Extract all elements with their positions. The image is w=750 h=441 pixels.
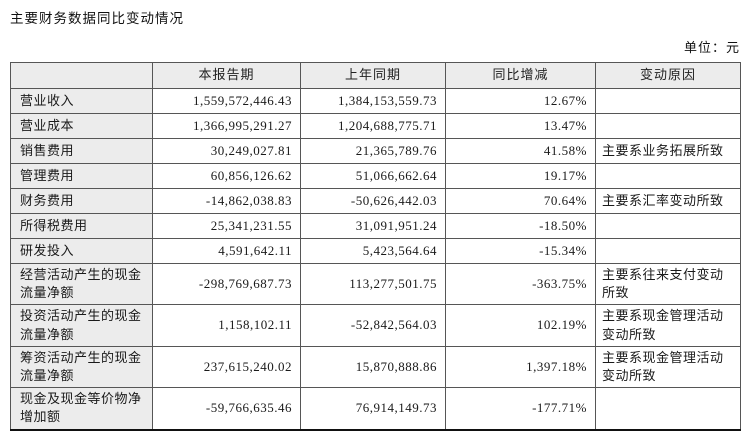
table-header: 本报告期 上年同期 同比增减 变动原因	[10, 62, 741, 89]
current-period-value: 60,856,126.62	[152, 163, 301, 189]
prior-period-value: 31,091,951.24	[300, 213, 446, 239]
change-reason: 主要系现金管理活动变动所致	[595, 304, 741, 347]
yoy-change-value: 12.67%	[445, 88, 596, 114]
prior-period-value: 5,423,564.64	[300, 238, 446, 264]
current-period-value: 30,249,027.81	[152, 138, 301, 164]
col-header-change-reason: 变动原因	[595, 62, 741, 89]
col-header-prior-period: 上年同期	[300, 62, 446, 89]
prior-period-value: 21,365,789.76	[300, 138, 446, 164]
row-label: 营业成本	[10, 113, 153, 139]
table-row: 现金及现金等价物净增加额 -59,766,635.46 76,914,149.73-…	[10, 387, 741, 430]
table-row: 研发投入 4,591,642.11 5,423,564.64 -15.34%	[10, 238, 741, 264]
row-label: 现金及现金等价物净增加额	[10, 387, 153, 430]
col-header-item	[10, 62, 153, 89]
row-label: 销售费用	[10, 138, 153, 164]
row-label: 经营活动产生的现金流量净额	[10, 262, 153, 306]
change-reason	[595, 88, 741, 114]
change-reason	[595, 113, 741, 139]
yoy-change-value: 41.58%	[445, 138, 596, 164]
current-period-value: 1,158,102.11	[152, 304, 301, 347]
change-reason: 主要系业务拓展所致	[595, 138, 741, 164]
prior-period-value: 113,277,501.75	[300, 262, 446, 306]
current-period-value: -14,862,038.83	[152, 188, 301, 214]
change-reason: 主要系往来支付变动所致	[595, 262, 741, 306]
table-row: 所得税费用 25,341,231.55 31,091,951.24 -18.50%	[10, 213, 741, 239]
col-header-yoy-change: 同比增减	[445, 62, 596, 89]
current-period-value: 1,559,572,446.43	[152, 88, 301, 114]
yoy-change-value: -18.50%	[445, 213, 596, 239]
financial-comparison-table: 本报告期 上年同期 同比增减 变动原因 营业收入 1,559,572,446.43…	[10, 62, 741, 431]
table-row: 营业成本 1,366,995,291.27 1,204,688,775.71 13.4…	[10, 113, 741, 139]
row-label: 管理费用	[10, 163, 153, 189]
yoy-change-value: 13.47%	[445, 113, 596, 139]
current-period-value: -59,766,635.46	[152, 387, 301, 430]
table-body: 营业收入 1,559,572,446.43 1,384,153,559.73 12.6…	[10, 88, 741, 430]
table-row: 管理费用 60,856,126.62 51,066,662.64 19.17%	[10, 163, 741, 189]
change-reason	[595, 238, 741, 264]
prior-period-value: -50,626,442.03	[300, 188, 446, 214]
prior-period-value: 51,066,662.64	[300, 163, 446, 189]
change-reason	[595, 213, 741, 239]
change-reason: 主要系汇率变动所致	[595, 188, 741, 214]
page-title: 主要财务数据同比变动情况	[10, 11, 184, 26]
table-row: 销售费用 30,249,027.81 21,365,789.76 41.58% 主要系业…	[10, 138, 741, 164]
change-reason	[595, 163, 741, 189]
table-row: 筹资活动产生的现金流量净额 237,615,240.02 15,870,888.86…	[10, 345, 741, 389]
current-period-value: 1,366,995,291.27	[152, 113, 301, 139]
col-header-current-period: 本报告期	[152, 62, 301, 89]
prior-period-value: 1,204,688,775.71	[300, 113, 446, 139]
row-label: 筹资活动产生的现金流量净额	[10, 345, 153, 389]
row-label: 财务费用	[10, 188, 153, 214]
prior-period-value: 15,870,888.86	[300, 345, 446, 389]
prior-period-value: -52,842,564.03	[300, 304, 446, 347]
yoy-change-value: -363.75%	[445, 262, 596, 306]
current-period-value: 4,591,642.11	[152, 238, 301, 264]
current-period-value: -298,769,687.73	[152, 262, 301, 306]
row-label: 投资活动产生的现金流量净额	[10, 304, 153, 347]
yoy-change-value: -15.34%	[445, 238, 596, 264]
current-period-value: 237,615,240.02	[152, 345, 301, 389]
prior-period-value: 76,914,149.73	[300, 387, 446, 430]
row-label: 研发投入	[10, 238, 153, 264]
table-row: 财务费用 -14,862,038.83 -50,626,442.03 70.64% 主要…	[10, 188, 741, 214]
yoy-change-value: 102.19%	[445, 304, 596, 347]
prior-period-value: 1,384,153,559.73	[300, 88, 446, 114]
row-label: 所得税费用	[10, 213, 153, 239]
yoy-change-value: 1,397.18%	[445, 345, 596, 389]
change-reason: 主要系现金管理活动变动所致	[595, 345, 741, 389]
yoy-change-value: 70.64%	[445, 188, 596, 214]
yoy-change-value: 19.17%	[445, 163, 596, 189]
header-row: 本报告期 上年同期 同比增减 变动原因	[10, 62, 741, 89]
current-period-value: 25,341,231.55	[152, 213, 301, 239]
change-reason	[595, 387, 741, 430]
table-row: 投资活动产生的现金流量净额 1,158,102.11 -52,842,564.03 1…	[10, 304, 741, 347]
table-row: 营业收入 1,559,572,446.43 1,384,153,559.73 12.6…	[10, 88, 741, 114]
yoy-change-value: -177.71%	[445, 387, 596, 430]
row-label: 营业收入	[10, 88, 153, 114]
table-row: 经营活动产生的现金流量净额 -298,769,687.73 113,277,501.…	[10, 262, 741, 306]
unit-label: 单位：元	[683, 40, 740, 55]
